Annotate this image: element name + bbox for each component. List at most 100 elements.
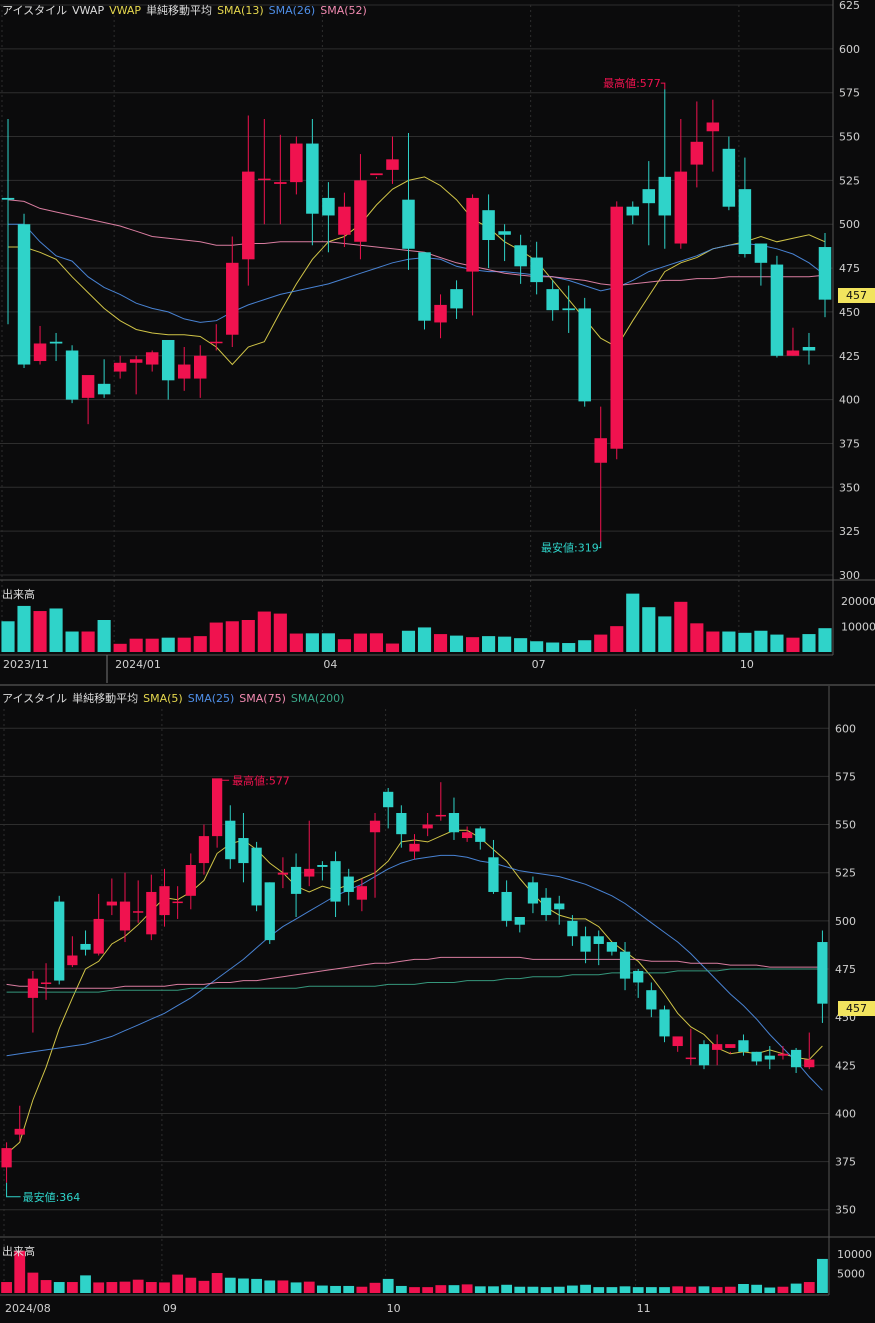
price-tick-label: 500 — [839, 218, 860, 231]
volume-bar — [290, 1282, 302, 1293]
candle-body — [238, 838, 249, 864]
legend-item[interactable]: SMA(5) — [143, 692, 183, 705]
volume-bar — [553, 1286, 565, 1293]
legend-item[interactable]: 単純移動平均 — [146, 4, 213, 17]
volume-bar — [690, 623, 704, 652]
candle-body — [65, 350, 79, 400]
daily-last-price-tag: 457 — [838, 1001, 875, 1016]
candle-body — [751, 1051, 762, 1062]
volume-bar — [385, 643, 400, 652]
volume-bar — [353, 633, 368, 652]
volume-bar — [546, 642, 560, 652]
candle-body — [146, 891, 157, 935]
moving-average-line — [6, 968, 823, 993]
candle-body — [338, 206, 351, 235]
candle-body — [672, 1036, 683, 1047]
volume-bar — [642, 607, 656, 652]
volume-bar — [593, 1287, 605, 1293]
volume-bar — [501, 1284, 513, 1293]
legend-item[interactable]: SMA(26) — [268, 4, 316, 17]
candle-body — [501, 891, 512, 921]
candle-body — [818, 247, 832, 300]
volume-bar — [211, 1273, 223, 1293]
price-tick-label: 375 — [835, 1156, 856, 1169]
candle-body — [498, 231, 511, 235]
volume-bar — [321, 633, 335, 652]
volume-bar — [465, 637, 480, 652]
volume-bar — [49, 608, 63, 652]
volume-bar — [305, 633, 319, 652]
time-tick-label: 07 — [532, 658, 546, 671]
candle-body — [290, 866, 302, 894]
volume-bar — [626, 593, 640, 652]
price-tick-label: 350 — [839, 481, 860, 494]
candle-body — [435, 814, 446, 817]
volume-bar — [177, 637, 191, 652]
time-tick-label: 2024/01 — [115, 658, 161, 671]
candle-body — [54, 901, 65, 981]
volume-bar — [161, 637, 175, 652]
volume-bar — [14, 1250, 26, 1293]
candle-body — [658, 176, 672, 216]
legend-item[interactable]: SMA(25) — [187, 692, 235, 705]
volume-bar — [129, 638, 143, 652]
legend-item[interactable]: VWAP — [109, 4, 142, 17]
price-tick-label: 575 — [839, 87, 860, 100]
candle-body — [93, 918, 104, 954]
legend-item[interactable]: SMA(75) — [239, 692, 286, 705]
legend-item[interactable]: SMA(13) — [217, 4, 264, 17]
candle-body — [706, 122, 720, 132]
weekly-chart-svg[interactable]: 300 325 350 375 400 425 450 475 500 525 550 575 600 6… — [0, 0, 875, 683]
volume-bar — [303, 1281, 315, 1293]
low-annotation: 最安値:319 — [541, 541, 599, 555]
daily-chart-svg[interactable]: 3503754004254504755005255505756002024/08… — [0, 686, 875, 1323]
volume-bar — [417, 627, 432, 652]
volume-bar — [27, 1272, 39, 1293]
candle-body — [290, 143, 303, 183]
legend-item[interactable]: VWAP — [72, 4, 105, 17]
chart-divider[interactable] — [0, 684, 875, 686]
legend-item[interactable]: SMA(52) — [320, 4, 367, 17]
candle-body — [369, 820, 381, 833]
candle-body — [594, 438, 607, 463]
legend-item[interactable]: アイスタイル — [2, 692, 68, 705]
legend-item[interactable]: アイスタイル — [2, 4, 68, 17]
volume-bar — [818, 628, 832, 652]
candle-body — [129, 359, 143, 363]
candle-body — [690, 141, 704, 165]
time-tick-label: 2023/11 — [3, 658, 49, 671]
volume-bar — [1, 1282, 12, 1293]
time-tick-label: 04 — [323, 658, 337, 671]
candle-body — [49, 341, 63, 344]
legend-item[interactable]: SMA(200) — [290, 692, 345, 705]
candle-body — [685, 1057, 696, 1060]
volume-bar — [257, 611, 271, 652]
volume-bar — [540, 1287, 552, 1293]
volume-bar — [251, 1278, 262, 1293]
price-tick-label: 475 — [839, 262, 860, 275]
volume-bar — [803, 1282, 815, 1293]
candle-body — [81, 375, 95, 398]
candle-body — [33, 343, 47, 362]
volume-bar — [145, 1282, 157, 1293]
volume-bar — [198, 1280, 210, 1293]
legend-item[interactable]: 単純移動平均 — [72, 692, 139, 705]
candle-body — [113, 362, 127, 372]
volume-bar — [711, 1287, 723, 1293]
candle-body — [145, 352, 159, 365]
volume-bar — [433, 634, 448, 652]
candle-body — [251, 847, 262, 906]
volume-bar — [722, 631, 736, 652]
volume-bar — [40, 1280, 52, 1293]
candle-body — [402, 199, 415, 249]
volume-bar — [802, 634, 816, 652]
candle-body — [738, 189, 752, 255]
candle-body — [764, 1055, 775, 1060]
candle-body — [698, 1044, 710, 1066]
candle-body — [546, 289, 559, 311]
candle-body — [712, 1044, 723, 1050]
candle-body — [659, 1009, 670, 1037]
candle-body — [226, 262, 239, 335]
candle-body — [418, 252, 431, 321]
volume-bar — [698, 1286, 710, 1293]
